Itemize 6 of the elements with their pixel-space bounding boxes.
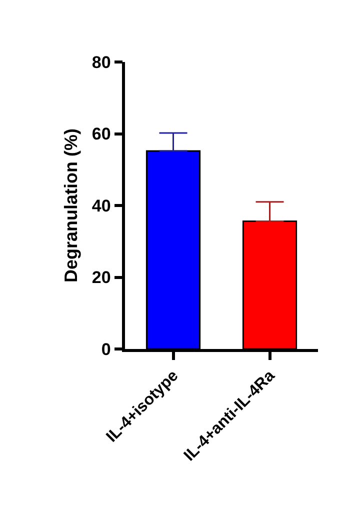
y-axis-title: Degranulation (%) bbox=[61, 128, 82, 283]
y-tick-label: 80 bbox=[92, 52, 111, 72]
y-tick-label: 20 bbox=[92, 268, 111, 288]
y-tick-label: 0 bbox=[101, 340, 111, 359]
y-tick-label: 60 bbox=[92, 124, 111, 144]
y-tick-label: 40 bbox=[92, 196, 111, 216]
